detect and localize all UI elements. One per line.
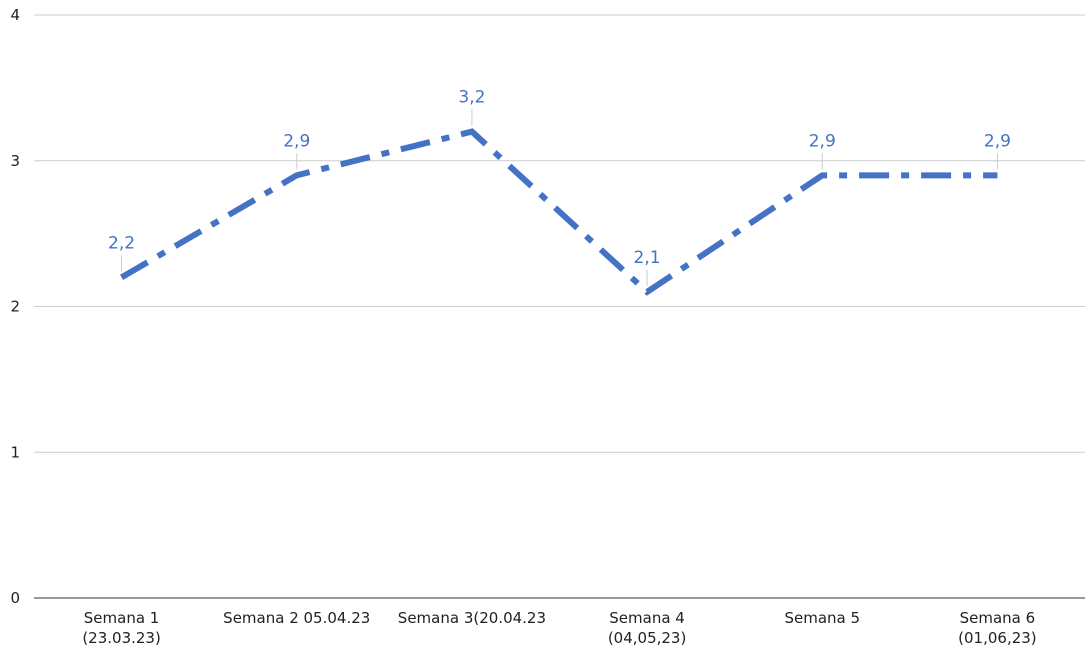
data-label: 2,9 (283, 131, 310, 151)
data-label: 3,2 (458, 88, 485, 108)
data-label: 2,9 (984, 131, 1011, 151)
x-tick-label: Semana 1 (23.03.23) (82, 609, 161, 647)
y-tick-label: 4 (10, 6, 20, 24)
y-tick-label: 0 (10, 589, 20, 607)
y-tick-label: 2 (10, 298, 20, 316)
x-tick-label: Semana 3(20.04.23 (398, 609, 546, 627)
data-label: 2,2 (108, 233, 135, 253)
x-tick-label: Semana 4 (04,05,23) (608, 609, 687, 647)
x-tick-label: Semana 2 05.04.23 (223, 609, 370, 627)
x-tick-label: Semana 6 (01,06,23) (958, 609, 1037, 647)
y-tick-label: 1 (10, 443, 20, 461)
line-series (120, 128, 998, 296)
data-label: 2,9 (809, 131, 836, 151)
y-tick-label: 3 (10, 152, 20, 170)
data-label: 2,1 (634, 248, 661, 268)
x-tick-label: Semana 5 (784, 609, 860, 627)
